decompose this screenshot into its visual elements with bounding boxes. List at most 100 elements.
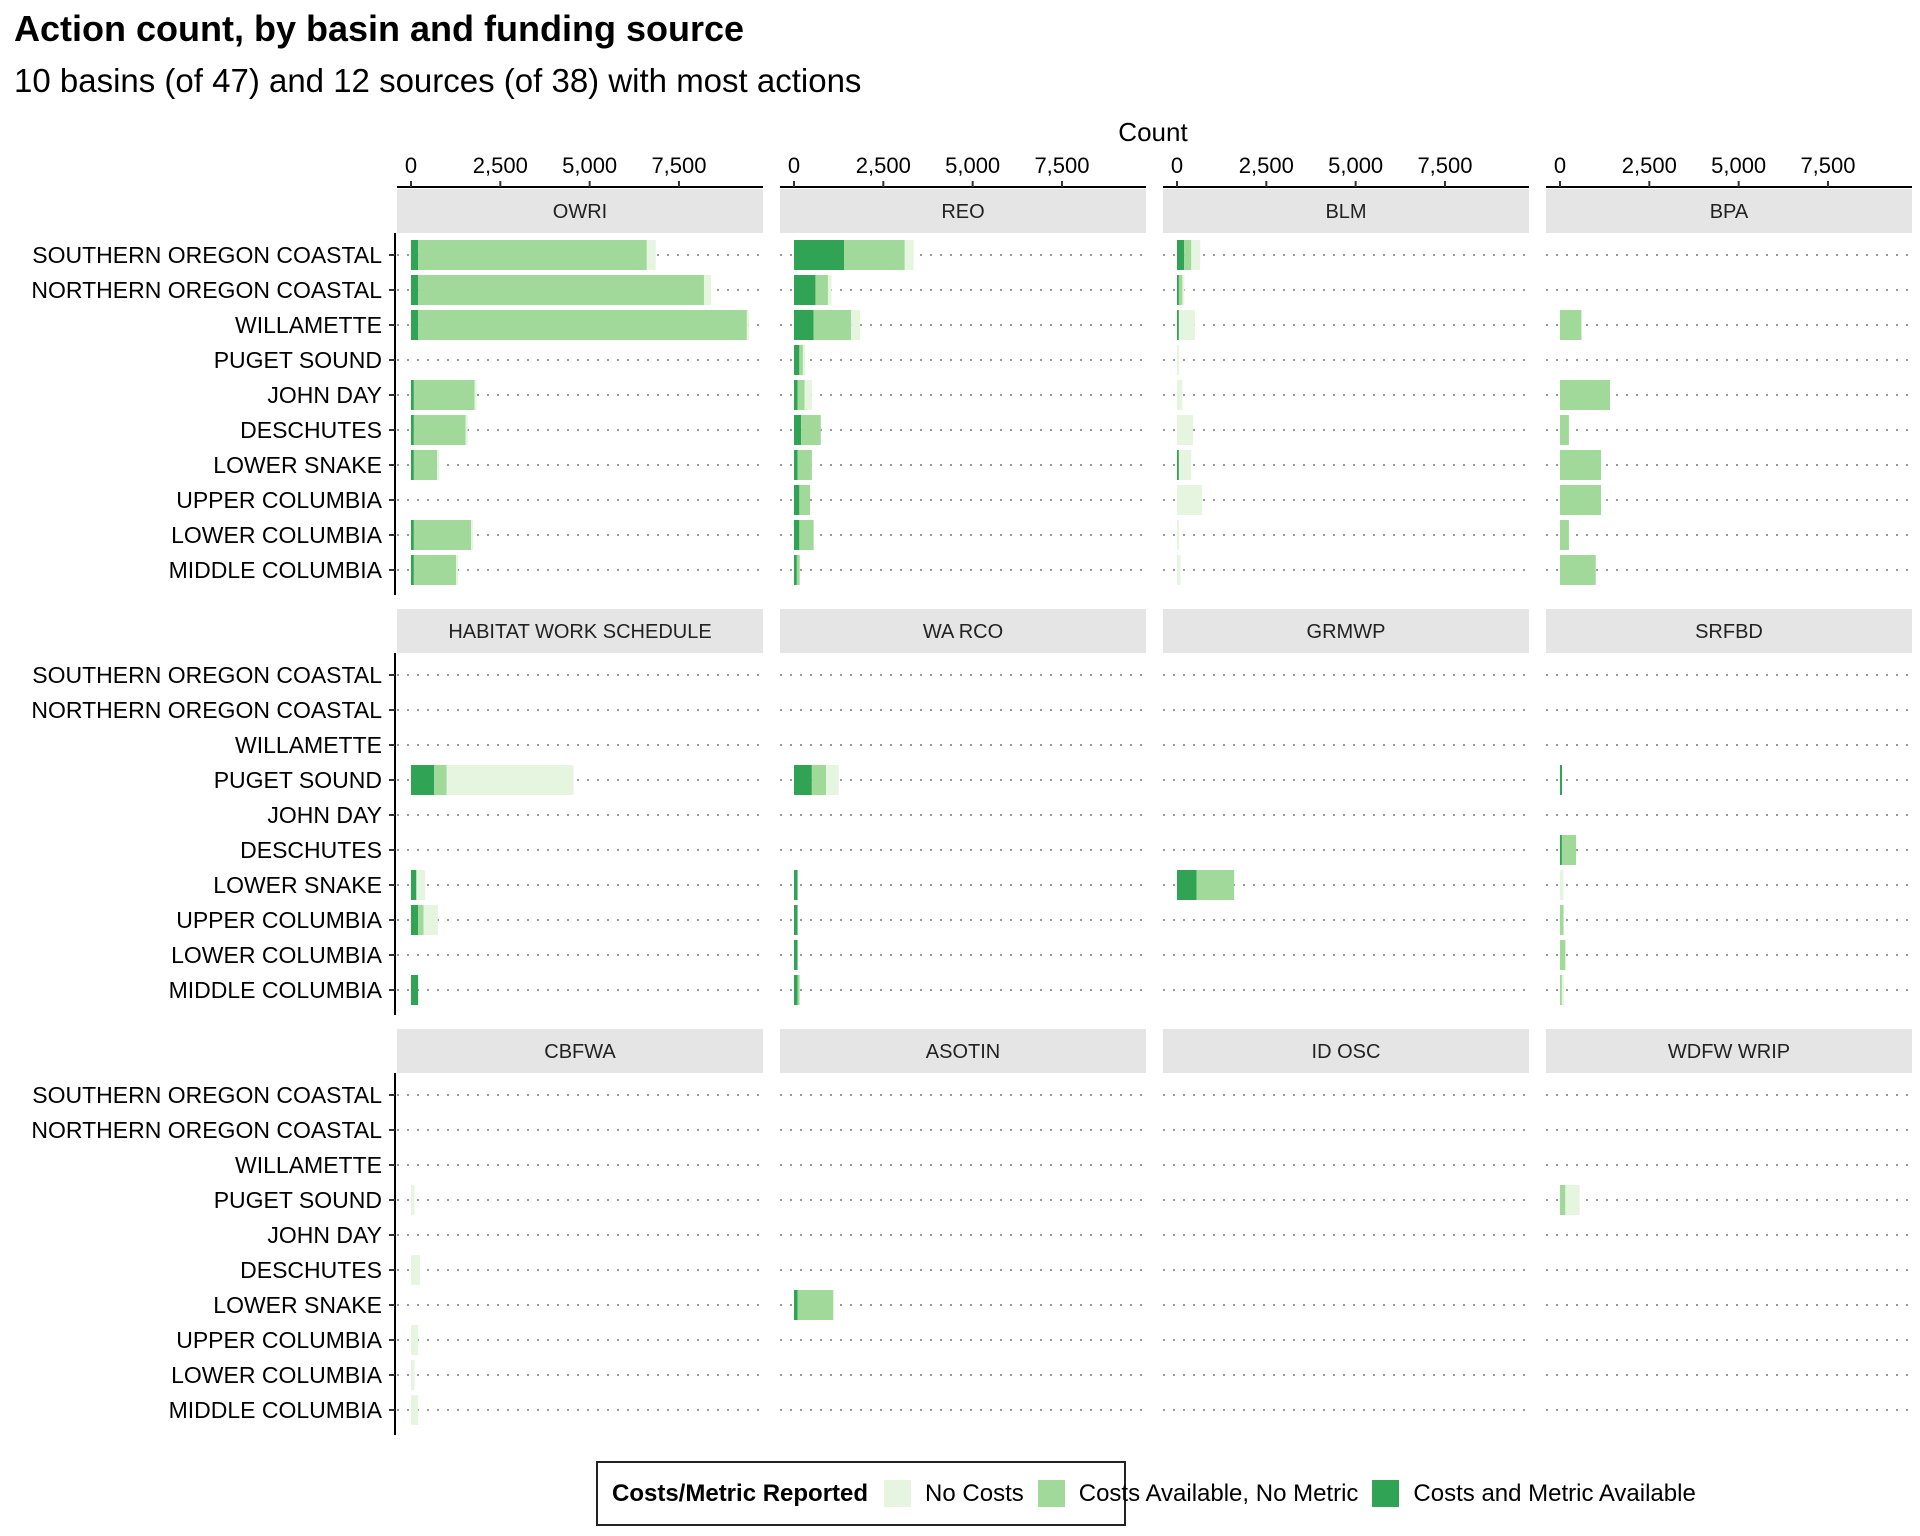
y-tick-label: WILLAMETTE (235, 312, 382, 338)
x-tick-label: 5,000 (1328, 153, 1383, 178)
bar-reo-deschutes-costs-available-no-metric (801, 415, 821, 445)
bar-reo-puget-sound-no-costs (802, 345, 805, 375)
bar-wa-rco-puget-sound-costs-available-no-metric (811, 765, 827, 795)
chart-title: Action count, by basin and funding sourc… (14, 8, 745, 49)
bar-cbfwa-upper-columbia-no-costs (411, 1325, 419, 1355)
facet-strip-label: HABITAT WORK SCHEDULE (448, 621, 711, 643)
bar-reo-john-day-costs-available-no-metric (797, 380, 805, 410)
y-tick-label: WILLAMETTE (235, 1152, 382, 1178)
facet-strip-label: BLM (1325, 201, 1366, 223)
bar-srfbd-deschutes-costs-available-no-metric (1561, 835, 1577, 865)
bar-wa-rco-lower-snake-costs-and-metric-available (794, 870, 798, 900)
bar-habitat-work-schedule-upper-columbia-costs-available-no-metric (418, 905, 424, 935)
bar-owri-middle-columbia-no-costs (456, 555, 459, 585)
x-tick-label: 0 (1171, 153, 1183, 178)
facet-strip-owri (397, 189, 763, 233)
legend-title: Costs/Metric Reported (612, 1479, 869, 1507)
bar-bpa-willamette-costs-available-no-metric (1560, 310, 1582, 340)
x-tick-label: 5,000 (945, 153, 1000, 178)
bar-wa-rco-lower-columbia-costs-and-metric-available (794, 940, 798, 970)
y-tick-label: WILLAMETTE (235, 732, 382, 758)
bar-owri-john-day-no-costs (474, 380, 477, 410)
y-tick-label: SOUTHERN OREGON COASTAL (32, 1082, 382, 1108)
y-tick-label: NORTHERN OREGON COASTAL (31, 1117, 382, 1143)
bar-reo-willamette-costs-and-metric-available (794, 310, 814, 340)
bar-blm-lower-snake-no-costs (1178, 450, 1192, 480)
bar-owri-deschutes-costs-and-metric-available (411, 415, 414, 445)
bar-reo-middle-columbia-costs-available-no-metric (796, 555, 800, 585)
bar-owri-deschutes-costs-available-no-metric (413, 415, 466, 445)
bar-habitat-work-schedule-puget-sound-no-costs (446, 765, 574, 795)
legend-label-costs-and-metric: Costs and Metric Available (1413, 1479, 1696, 1507)
bar-owri-willamette-no-costs (746, 310, 749, 340)
facet-strip-id-osc (1163, 1029, 1529, 1073)
bar-wa-rco-puget-sound-costs-and-metric-available (794, 765, 812, 795)
facet-strip-srfbd (1546, 609, 1912, 653)
bar-owri-john-day-costs-and-metric-available (411, 380, 414, 410)
x-tick-label: 2,500 (473, 153, 528, 178)
bar-reo-lower-snake-costs-and-metric-available (794, 450, 798, 480)
bar-wa-rco-upper-columbia-costs-and-metric-available (794, 905, 798, 935)
bar-habitat-work-schedule-middle-columbia-costs-and-metric-available (411, 975, 419, 1005)
bar-blm-lower-columbia-no-costs (1177, 520, 1179, 550)
x-tick-label: 2,500 (856, 153, 911, 178)
bar-owri-lower-columbia-no-costs (471, 520, 474, 550)
x-axis-title: Count (1118, 117, 1188, 147)
bar-reo-willamette-no-costs (851, 310, 861, 340)
x-tick-label: 7,500 (1417, 153, 1472, 178)
facet-strip-reo (780, 189, 1146, 233)
y-tick-label: LOWER SNAKE (213, 1292, 382, 1318)
x-tick-label: 0 (1554, 153, 1566, 178)
bar-cbfwa-lower-columbia-no-costs (411, 1360, 415, 1390)
bar-wdfw-wrip-puget-sound-costs-available-no-metric (1560, 1185, 1566, 1215)
y-tick-label: UPPER COLUMBIA (176, 487, 382, 513)
bar-wa-rco-middle-columbia-costs-available-no-metric (797, 975, 800, 1005)
bar-bpa-lower-snake-costs-available-no-metric (1560, 450, 1602, 480)
facet-strip-label: WDFW WRIP (1668, 1041, 1790, 1063)
x-tick-label: 2,500 (1239, 153, 1294, 178)
legend: Costs/Metric Reported No Costs Costs Ava… (596, 1461, 1696, 1526)
bar-reo-northern-oregon-coastal-costs-and-metric-available (794, 275, 816, 305)
bar-reo-lower-columbia-costs-available-no-metric (799, 520, 814, 550)
facet-strip-label: REO (941, 201, 984, 223)
y-tick-label: SOUTHERN OREGON COASTAL (32, 662, 382, 688)
x-tick-label: 2,500 (1622, 153, 1677, 178)
facet-strip-label: SRFBD (1695, 621, 1763, 643)
legend-key-costs-no-metric (1037, 1480, 1065, 1507)
facet-strip-label: ASOTIN (926, 1041, 1000, 1063)
bar-reo-middle-columbia-costs-and-metric-available (794, 555, 797, 585)
bar-blm-northern-oregon-coastal-costs-and-metric-available (1177, 275, 1179, 305)
bar-owri-john-day-costs-available-no-metric (413, 380, 475, 410)
bar-cbfwa-deschutes-no-costs (411, 1255, 420, 1285)
bar-bpa-upper-columbia-costs-available-no-metric (1560, 485, 1602, 515)
bar-srfbd-deschutes-costs-and-metric-available (1560, 835, 1562, 865)
bar-srfbd-middle-columbia-costs-available-no-metric (1560, 975, 1562, 1005)
facet-strip-grmwp (1163, 609, 1529, 653)
y-tick-label: JOHN DAY (267, 382, 382, 408)
bar-owri-northern-oregon-coastal-no-costs (703, 275, 712, 305)
bar-owri-middle-columbia-costs-available-no-metric (413, 555, 457, 585)
bar-blm-upper-columbia-no-costs (1177, 485, 1203, 515)
y-tick-label: PUGET SOUND (214, 767, 382, 793)
bar-reo-willamette-costs-available-no-metric (813, 310, 852, 340)
bar-owri-lower-columbia-costs-and-metric-available (411, 520, 414, 550)
bar-blm-puget-sound-no-costs (1177, 345, 1179, 375)
facet-strip-asotin (780, 1029, 1146, 1073)
y-tick-label: PUGET SOUND (214, 347, 382, 373)
bar-blm-southern-oregon-coastal-costs-and-metric-available (1177, 240, 1185, 270)
bar-blm-john-day-no-costs (1177, 380, 1183, 410)
bar-srfbd-middle-columbia-no-costs (1561, 975, 1564, 1005)
y-tick-label: JOHN DAY (267, 1222, 382, 1248)
bar-reo-northern-oregon-coastal-no-costs (827, 275, 832, 305)
bar-reo-puget-sound-costs-and-metric-available (794, 345, 800, 375)
facet-strip-label: ID OSC (1312, 1041, 1381, 1063)
bar-bpa-john-day-costs-available-no-metric (1560, 380, 1611, 410)
bar-reo-john-day-no-costs (804, 380, 812, 410)
bar-owri-northern-oregon-coastal-costs-available-no-metric (418, 275, 704, 305)
legend-item-costs-and-metric: Costs and Metric Available (1372, 1479, 1696, 1508)
bar-blm-southern-oregon-coastal-costs-available-no-metric (1184, 240, 1192, 270)
bar-owri-lower-snake-costs-and-metric-available (411, 450, 414, 480)
y-tick-label: JOHN DAY (267, 802, 382, 828)
bar-grmwp-lower-snake-costs-available-no-metric (1196, 870, 1235, 900)
